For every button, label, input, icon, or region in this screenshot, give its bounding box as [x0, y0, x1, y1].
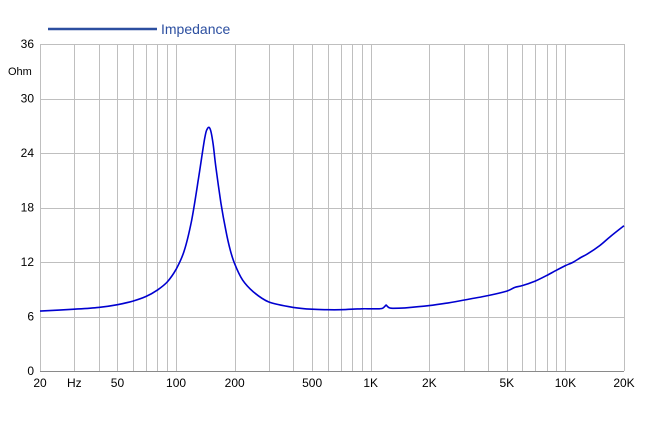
x-tick-label: 500 [302, 376, 322, 390]
y-tick-label: 36 [21, 37, 35, 51]
y-tick-label: 0 [27, 364, 34, 378]
y-tick-label: 24 [21, 146, 35, 160]
x-tick-label: 20 [33, 376, 47, 390]
impedance-line [39, 126, 625, 312]
legend: Impedance [48, 21, 230, 37]
series-layer [39, 126, 625, 312]
y-tick-label: 6 [27, 310, 34, 324]
x-tick-label: 10K [555, 376, 576, 390]
grid-layer [40, 44, 625, 372]
x-tick-label: 5K [499, 376, 514, 390]
legend-label: Impedance [161, 21, 230, 37]
x-tick-label: 2K [422, 376, 437, 390]
x-tick-label: 1K [363, 376, 378, 390]
x-tick-label: 20K [613, 376, 634, 390]
tick-layer: 0 6 12 18 24 30 36 20 Hz 50 100 200 500 1K 2K 5K 10K 20K [21, 37, 635, 390]
x-tick-label: 100 [166, 376, 186, 390]
y-tick-label: 30 [21, 92, 35, 106]
y-tick-label: 12 [21, 255, 35, 269]
x-tick-label: 50 [111, 376, 125, 390]
y-tick-label: 18 [21, 201, 35, 215]
x-tick-label: 200 [225, 376, 245, 390]
y-axis-label: Ohm [8, 66, 32, 78]
x-tick-label: Hz [67, 376, 82, 390]
